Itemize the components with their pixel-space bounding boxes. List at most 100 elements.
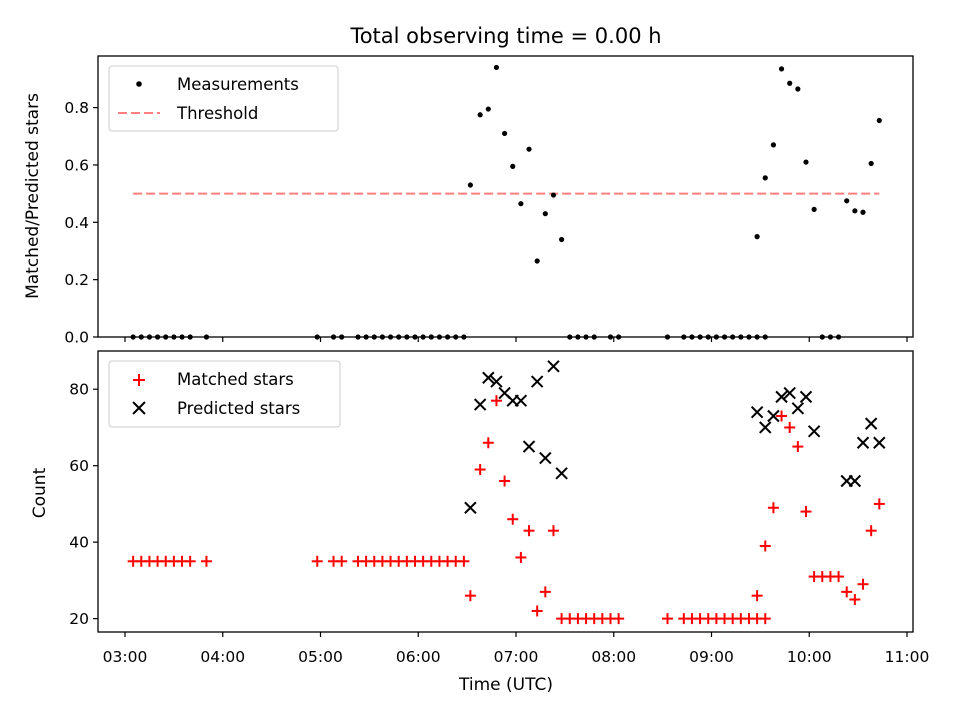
bottom-legend: Matched stars Predicted stars	[108, 360, 341, 428]
predicted-star-point	[873, 436, 886, 449]
predicted-star-point	[856, 436, 870, 449]
predicted-star-point	[848, 474, 862, 488]
matched-star-point	[800, 506, 812, 518]
matched-star-point	[784, 421, 796, 433]
x-axis-label: Time (UTC)	[458, 675, 553, 695]
predicted-star-point	[522, 440, 536, 453]
legend-matched-label: Matched stars	[177, 370, 294, 389]
bottom-plot-frame	[97, 350, 914, 633]
measurement-point	[778, 66, 785, 72]
top-panel: 0.00.20.40.60.8 Matched/Predicted stars …	[23, 55, 914, 347]
top-y-tick-label: 0.6	[64, 156, 89, 174]
x-tick-label: 09:00	[689, 648, 734, 666]
measurement-point	[762, 175, 768, 181]
matched-star-point	[759, 540, 771, 552]
bottom-y-tick-label: 60	[69, 457, 89, 475]
measurement-point	[868, 160, 874, 167]
measurement-point	[754, 234, 760, 240]
bottom-y-axis-label: Count	[30, 467, 50, 518]
measurement-point	[477, 112, 483, 118]
legend-matched-marker	[133, 374, 145, 386]
top-y-axis-label: Matched/Predicted stars	[23, 93, 43, 299]
matched-star-point	[200, 555, 212, 567]
matched-star-point	[613, 613, 625, 625]
matched-star-point	[336, 555, 348, 567]
matched-star-point	[311, 555, 323, 567]
measurement-point	[493, 64, 500, 71]
matched-star-point	[857, 578, 869, 590]
measurement-point	[550, 192, 557, 198]
x-tick-label: 05:00	[298, 648, 343, 666]
x-tick-label: 10:00	[787, 648, 832, 666]
measurement-point	[559, 236, 565, 243]
measurement-point	[510, 163, 516, 169]
matched-star-point	[499, 475, 511, 487]
measurement-point	[876, 117, 882, 124]
measurement-point	[787, 80, 793, 86]
matched-star-point	[873, 498, 885, 510]
matched-star-point	[547, 525, 559, 537]
matched-star-point	[776, 410, 788, 422]
matched-star-point	[464, 590, 476, 602]
top-y-tick-label: 0.2	[64, 271, 89, 289]
matched-star-point	[849, 594, 861, 606]
measurement-point	[518, 201, 524, 207]
top-plot-frame	[97, 55, 914, 338]
top-y-tick-label: 0.4	[64, 214, 89, 232]
measurement-point	[770, 142, 777, 148]
measurement-point	[844, 198, 850, 204]
matched-star-point	[515, 551, 527, 563]
top-y-tick-label: 0.0	[64, 329, 89, 347]
matched-star-point	[184, 555, 196, 567]
matched-star-point	[458, 555, 470, 567]
measurement-point	[467, 182, 473, 188]
matched-star-point	[751, 590, 763, 602]
bottom-y-tick-label: 40	[69, 534, 89, 552]
predicted-star-point	[473, 398, 487, 411]
matched-star-point	[662, 613, 674, 625]
predicted-star-point	[514, 394, 528, 407]
measurement-point	[485, 106, 491, 112]
predicted-star-point	[530, 375, 544, 388]
predicted-star-point	[759, 421, 772, 434]
matched-star-point	[490, 395, 502, 407]
measurement-point	[501, 130, 508, 137]
legend-measurements-marker	[136, 81, 142, 87]
matched-star-point	[474, 464, 486, 476]
predicted-star-point	[547, 360, 560, 373]
x-tick-label: 08:00	[591, 648, 636, 666]
legend-measurements-label: Measurements	[177, 75, 299, 94]
measurement-point	[542, 211, 548, 217]
predicted-star-point	[807, 425, 821, 438]
predicted-star-point	[864, 417, 878, 430]
measurement-point	[795, 86, 801, 92]
predicted-star-point	[482, 371, 495, 384]
matched-star-point	[792, 441, 804, 453]
measurement-point	[852, 208, 858, 214]
x-tick-label: 11:00	[885, 648, 930, 666]
predicted-star-point	[555, 467, 568, 480]
bottom-legend-box	[108, 360, 341, 428]
measurement-point	[803, 159, 809, 165]
matched-star-point	[767, 502, 779, 514]
top-y-tick-label: 0.8	[64, 99, 89, 117]
matched-star-point	[841, 586, 853, 598]
legend-predicted-marker	[132, 401, 146, 415]
matched-star-point	[531, 605, 543, 617]
matched-star-point	[833, 571, 845, 583]
matched-star-point	[507, 513, 519, 525]
bottom-y-tick-label: 80	[69, 381, 89, 399]
matched-star-point	[759, 613, 771, 625]
legend-predicted-label: Predicted stars	[177, 399, 300, 418]
x-tick-label: 07:00	[494, 648, 539, 666]
matched-star-point	[865, 525, 877, 537]
measurement-point	[526, 146, 532, 152]
top-legend: Measurements Threshold	[108, 65, 339, 132]
matched-star-point	[482, 437, 494, 449]
predicted-star-point	[799, 390, 813, 404]
top-legend-box	[108, 65, 339, 132]
predicted-star-point	[464, 501, 477, 514]
predicted-star-point	[775, 390, 788, 404]
legend-threshold-label: Threshold	[176, 104, 258, 123]
